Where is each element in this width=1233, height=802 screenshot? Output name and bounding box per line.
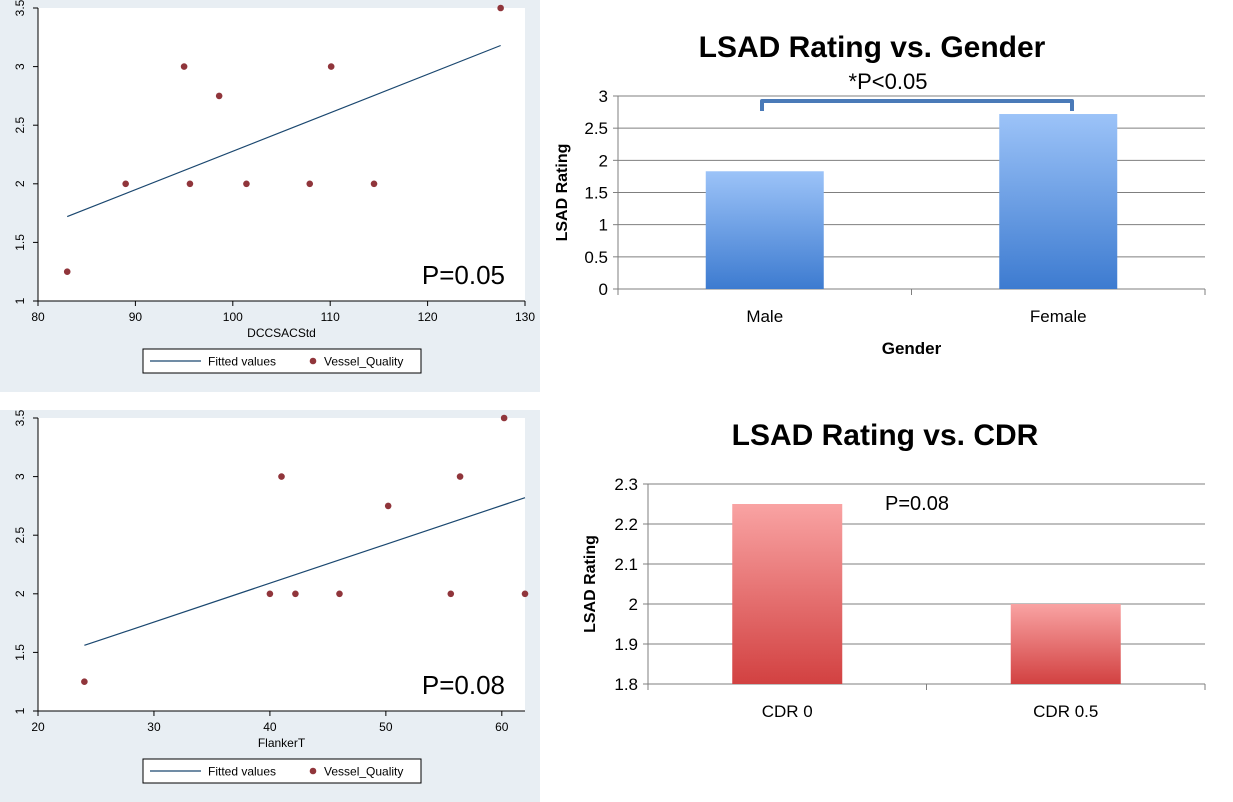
y-tick-label: 3 [599, 87, 608, 106]
significance-annotation: *P<0.05 [849, 69, 928, 94]
data-point [180, 63, 188, 70]
data-point [327, 63, 335, 70]
x-tick-label: 120 [418, 310, 438, 324]
y-tick-label: 2 [599, 151, 608, 170]
scatter-chart-dccsacstd: 1 1.5 2 2.5 3 3.5 80 90 100 110 120 130 DCCSACStd P=0… [0, 0, 540, 392]
data-point [243, 180, 250, 188]
x-tick-label: 80 [31, 310, 45, 324]
bar-panel-cdr: LSAD Rating vs. CDR 1.8 1.9 2 2.1 2.2 2.3 CDR 0… [540, 400, 1233, 802]
y-tick-label: 3 [13, 473, 27, 480]
y-tick-label: 2.5 [13, 117, 27, 134]
x-tick-label: 30 [147, 720, 161, 734]
data-point [336, 590, 343, 598]
data-point [306, 180, 314, 188]
legend-label-fitted: Fitted values [208, 765, 276, 779]
legend-point-symbol [309, 357, 317, 365]
y-tick-label: 2 [13, 590, 27, 597]
y-tick-label: 1.8 [614, 675, 638, 694]
chart-title: LSAD Rating vs. CDR [732, 419, 1039, 452]
x-tick-label: 110 [321, 310, 340, 324]
chart-title: LSAD Rating vs. Gender [699, 31, 1046, 64]
y-tick-label: 2.1 [614, 555, 638, 574]
data-point [497, 4, 504, 12]
bar [705, 171, 824, 289]
p-value-annotation: P=0.05 [422, 260, 505, 290]
bar [1010, 604, 1121, 684]
x-tick-label: 40 [263, 720, 277, 734]
data-point [292, 590, 299, 598]
x-axis-label: DCCSACStd [247, 326, 316, 340]
y-tick-label: 2.5 [13, 527, 27, 544]
data-point [521, 590, 529, 598]
plot-area [38, 418, 525, 711]
y-tick-label: 2.2 [614, 515, 638, 534]
y-tick-label: 0 [599, 280, 608, 299]
data-point [122, 180, 129, 188]
x-tick-label: Female [1030, 307, 1087, 326]
x-tick-label: 100 [223, 310, 243, 324]
x-tick-label: CDR 0.5 [1033, 702, 1098, 721]
plot-area [38, 8, 525, 301]
y-tick-label: 2.3 [614, 475, 638, 494]
y-tick-label: 1 [13, 297, 27, 304]
significance-bracket [760, 99, 1074, 111]
data-point [63, 268, 71, 276]
x-axis-title: Gender [882, 339, 942, 358]
x-tick-label: 20 [31, 720, 45, 734]
legend-box [142, 348, 422, 374]
bar-chart-cdr: LSAD Rating vs. CDR 1.8 1.9 2 2.1 2.2 2.3 CDR 0… [582, 419, 1206, 721]
y-axis-title: LSAD Rating [582, 535, 599, 633]
bar [732, 504, 843, 684]
x-tick-label: 60 [495, 720, 509, 734]
bar-chart-gender: LSAD Rating vs. Gender 0 0.5 1 1.5 2 2.5 3 Male F… [554, 31, 1206, 358]
data-point [447, 590, 455, 598]
y-tick-label: 3.5 [13, 0, 27, 16]
y-tick-label: 1.5 [584, 184, 608, 203]
legend-point-symbol [309, 767, 317, 775]
legend-label-fitted: Fitted values [208, 355, 276, 369]
y-tick-label: 3 [13, 63, 27, 70]
data-point [384, 502, 392, 510]
x-tick-label: Male [746, 307, 783, 326]
bar-panel-gender: LSAD Rating vs. Gender 0 0.5 1 1.5 2 2.5 3 Male F… [540, 0, 1233, 400]
y-axis-title: LSAD Rating [554, 144, 571, 242]
fitted-line [66, 44, 501, 218]
x-tick-label: CDR 0 [762, 702, 813, 721]
data-point [278, 473, 285, 480]
fitted-line [84, 497, 526, 646]
y-tick-label: 2.5 [584, 119, 608, 138]
legend-label-vessel: Vessel_Quality [324, 765, 403, 779]
p-value-annotation: P=0.08 [422, 670, 505, 700]
data-point [500, 414, 508, 422]
x-tick-label: 50 [379, 720, 393, 734]
bar [999, 114, 1118, 289]
y-tick-label: 1 [13, 707, 27, 714]
scatter-panel-dccsacstd: 1 1.5 2 2.5 3 3.5 80 90 100 110 120 130 DCCSACStd P=0… [0, 0, 540, 392]
data-point [81, 678, 88, 685]
y-tick-label: 1.9 [614, 635, 638, 654]
y-tick-label: 1.5 [13, 234, 27, 251]
y-tick-label: 3.5 [13, 410, 27, 426]
p-value-annotation: P=0.08 [885, 493, 949, 515]
y-tick-label: 1 [599, 216, 608, 235]
y-tick-label: 1.5 [13, 644, 27, 661]
legend-label-vessel: Vessel_Quality [324, 355, 403, 369]
data-point [266, 590, 274, 598]
data-point [370, 180, 378, 188]
data-point [456, 473, 464, 480]
y-tick-label: 2 [629, 595, 638, 614]
y-tick-label: 0.5 [584, 248, 608, 267]
scatter-chart-flankert: 1 1.5 2 2.5 3 3.5 20 30 40 50 60 FlankerT P=0.08 Fitt… [0, 410, 540, 802]
x-axis-label: FlankerT [258, 736, 306, 750]
data-point [186, 180, 194, 188]
x-tick-label: 90 [129, 310, 143, 324]
x-tick-label: 130 [515, 310, 535, 324]
data-point [215, 92, 223, 100]
scatter-panel-flankert: 1 1.5 2 2.5 3 3.5 20 30 40 50 60 FlankerT P=0.08 Fitt… [0, 410, 540, 802]
y-tick-label: 2 [13, 180, 27, 187]
